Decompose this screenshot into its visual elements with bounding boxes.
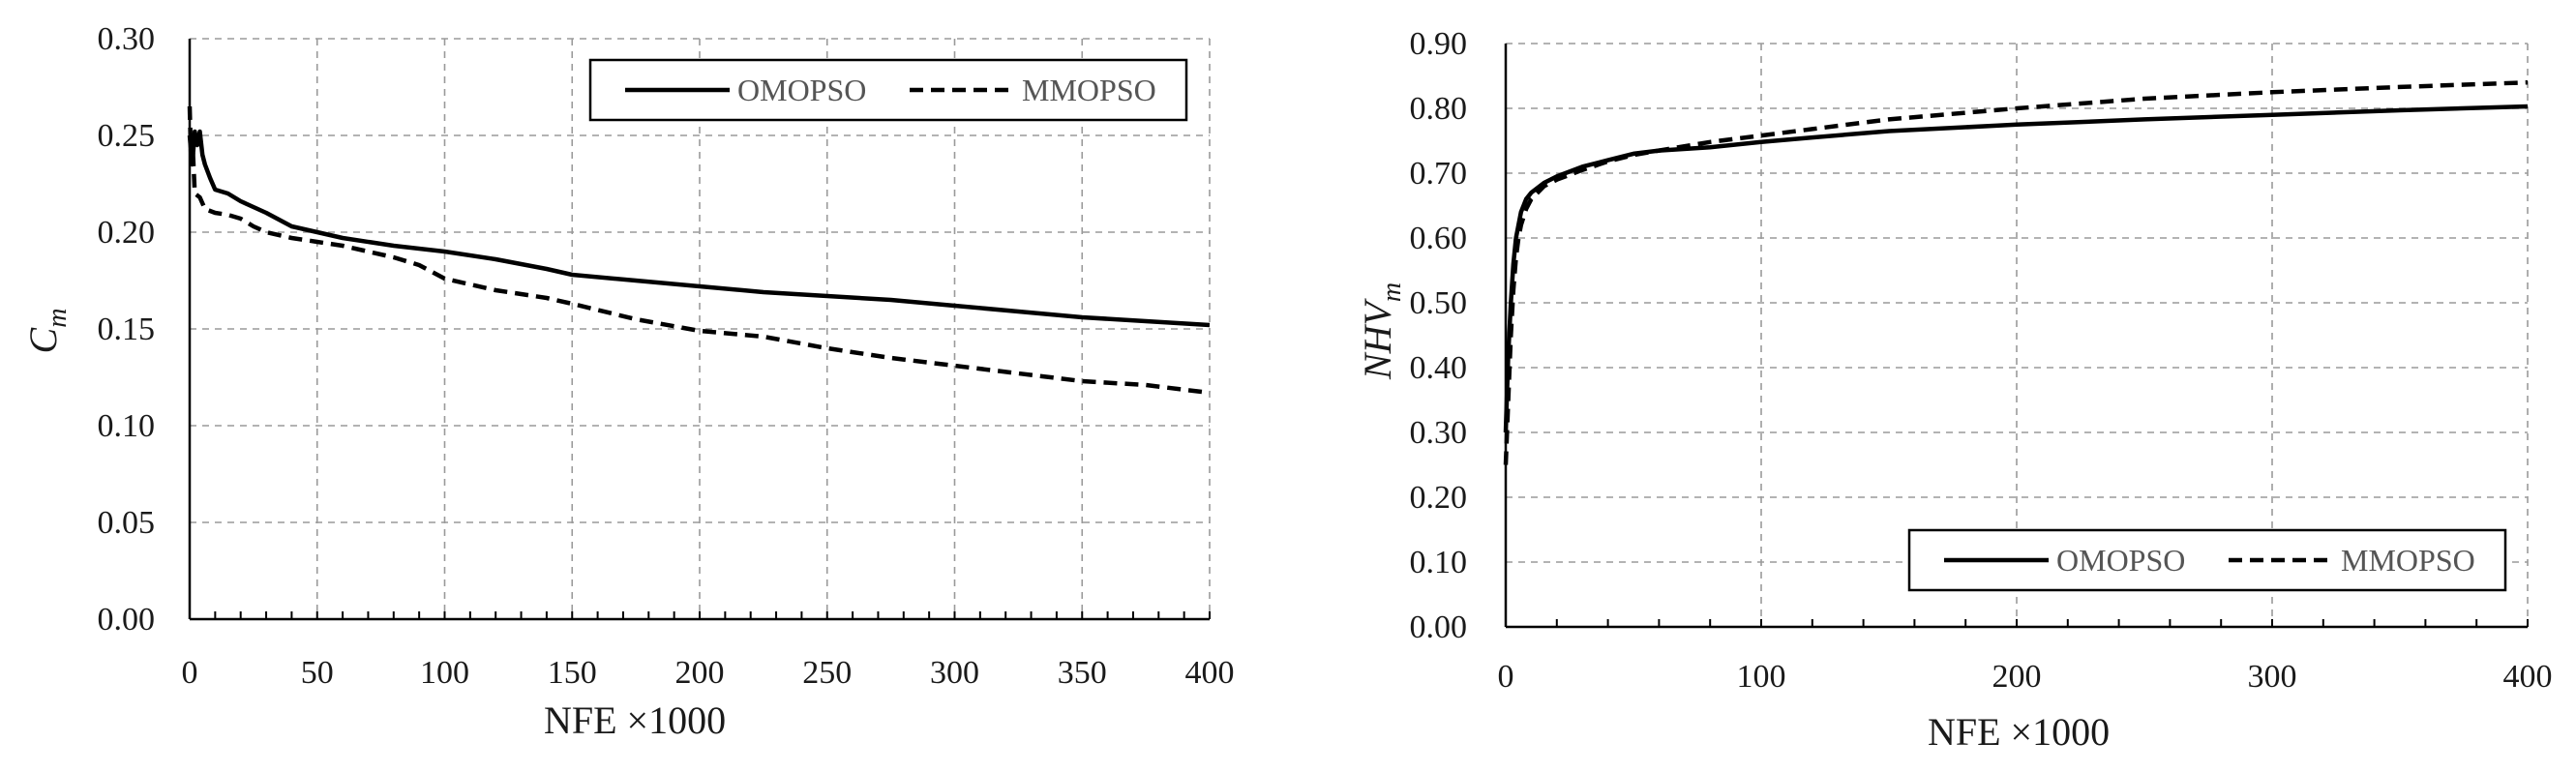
y-tick-label: 0.25 <box>98 118 156 154</box>
y-tick-label: 0.15 <box>98 312 156 347</box>
y-axis-title: NHVm <box>1356 282 1407 380</box>
x-tick-label: 350 <box>1058 655 1107 691</box>
x-axis-title: NFE ×1000 <box>1928 710 2110 754</box>
x-tick-label: 150 <box>548 655 597 691</box>
legend: OMOPSO MMOPSO <box>588 58 1188 122</box>
axis-layer <box>188 39 1211 621</box>
label-layer: NFE ×1000 NHVm 0 100 200 300 400 0.00 0.10 0.20… <box>1356 26 2553 754</box>
y-tick-label: 0.30 <box>1410 415 1468 451</box>
x-tick-label: 100 <box>1737 659 1786 695</box>
y-tick-label: 0.05 <box>98 505 156 541</box>
x-tick-label: 400 <box>2503 659 2553 695</box>
legend: OMOPSO MMOPSO <box>1907 528 2507 592</box>
y-tick-label: 0.10 <box>98 408 156 444</box>
x-tick-label: 300 <box>2248 659 2297 695</box>
x-tick-label: 200 <box>1992 659 2042 695</box>
series-line-mmopso <box>187 105 1211 396</box>
x-axis-title: NFE ×1000 <box>544 698 726 742</box>
y-tick-label: 0.50 <box>1410 285 1468 321</box>
y-tick-label: 0.20 <box>98 215 156 251</box>
y-axis-title-main: C <box>21 326 65 353</box>
chart-nhv: NFE ×1000 NHVm 0 100 200 300 400 0.00 0.10 0.20… <box>1356 26 2553 754</box>
y-tick-label: 0.10 <box>1410 545 1468 580</box>
y-tick-label: 0.90 <box>1410 26 1468 62</box>
x-tick-label: 400 <box>1185 655 1235 691</box>
axis-layer <box>1504 44 2529 629</box>
y-tick-label: 0.80 <box>1410 91 1468 127</box>
legend-label-omopso: OMOPSO <box>2056 543 2185 578</box>
y-axis-title-main: NHV <box>1356 298 1399 381</box>
series-layer <box>1503 79 2529 465</box>
x-tick-label: 300 <box>930 655 979 691</box>
legend-label-mmopso: MMOPSO <box>2341 543 2475 578</box>
series-line-mmopso <box>1503 79 2529 465</box>
legend-label-mmopso: MMOPSO <box>1022 73 1156 107</box>
series-line-omopso <box>187 129 1211 328</box>
grid-layer <box>190 38 1211 619</box>
x-tick-label: 50 <box>301 655 334 691</box>
y-tick-label: 0.20 <box>1410 480 1468 516</box>
series-layer <box>187 105 1211 396</box>
x-tick-label: 0 <box>182 655 198 691</box>
y-tick-label: 0.70 <box>1410 156 1468 192</box>
y-tick-label: 0.00 <box>1410 609 1468 645</box>
x-tick-label: 100 <box>420 655 469 691</box>
y-axis-title-sub: m <box>43 309 73 328</box>
label-layer: NFE ×1000 Cm 0 50 100 150 200 250 300 350 400 0.0… <box>21 21 1235 742</box>
y-axis-title-sub: m <box>1377 282 1407 302</box>
y-tick-label: 0.60 <box>1410 221 1468 256</box>
y-tick-label: 0.30 <box>98 21 156 57</box>
legend-label-omopso: OMOPSO <box>737 73 866 107</box>
x-tick-label: 200 <box>675 655 725 691</box>
chart-cm: NFE ×1000 Cm 0 50 100 150 200 250 300 350 400 0.0… <box>21 21 1235 742</box>
y-axis-title: Cm <box>21 309 73 354</box>
y-tick-label: 0.40 <box>1410 350 1468 386</box>
y-tick-label: 0.00 <box>98 602 156 638</box>
x-tick-label: 0 <box>1498 659 1514 695</box>
grid-layer <box>1506 43 2529 627</box>
x-tick-label: 250 <box>802 655 852 691</box>
